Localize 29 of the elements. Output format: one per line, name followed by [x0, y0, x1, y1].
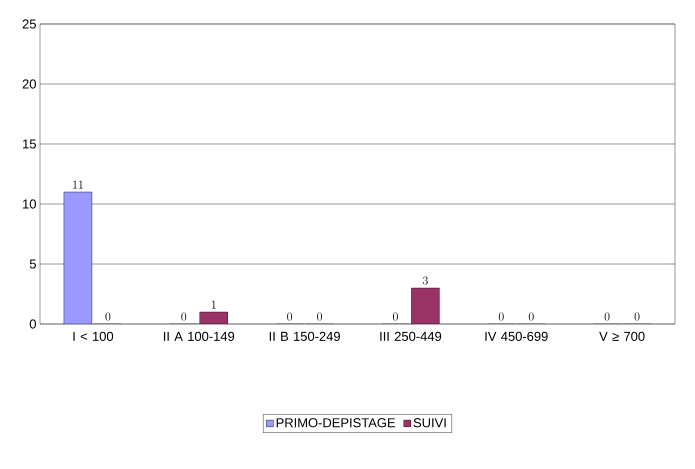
y-tick-label: 25: [22, 19, 36, 29]
data-label: 0: [287, 312, 292, 321]
legend-label: PRIMO-DEPISTAGE: [276, 418, 396, 428]
data-label: 0: [317, 312, 322, 321]
data-label: 1: [212, 300, 216, 308]
y-tick-label: 15: [23, 139, 36, 149]
data-label: 0: [392, 312, 398, 321]
x-tick-label: IV 450-699: [485, 332, 548, 341]
data-label: 11: [73, 180, 83, 188]
data-label: 0: [634, 312, 640, 321]
bar: [64, 192, 92, 324]
legend-label: SUIVI: [414, 418, 446, 428]
x-tick-label: III 250-449: [380, 332, 442, 341]
data-label: 0: [181, 312, 186, 321]
x-tick-label: II B 150-249: [270, 332, 340, 341]
data-label: 0: [604, 312, 610, 321]
y-tick-label: 5: [30, 259, 36, 269]
y-tick-label: 20: [22, 79, 36, 89]
y-tick-label: 0: [30, 319, 36, 329]
bar: [200, 312, 228, 324]
data-label: 0: [105, 312, 110, 321]
x-tick-label: V ≥ 700: [599, 332, 645, 341]
x-tick-label: I < 100: [73, 332, 114, 341]
x-tick-label: II A 100-149: [164, 332, 234, 341]
data-label: 0: [528, 312, 534, 321]
data-label: 3: [422, 276, 428, 285]
bar: [411, 288, 440, 324]
y-tick-label: 10: [23, 199, 36, 209]
data-label: 0: [498, 312, 504, 321]
